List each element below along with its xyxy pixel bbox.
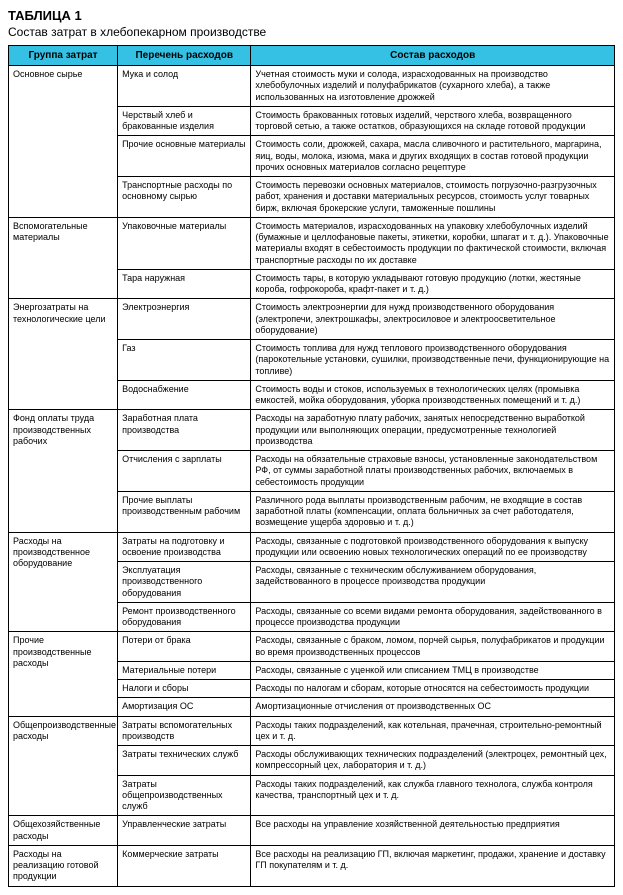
group-cell: Энергозатраты на технологические цели xyxy=(9,299,118,410)
header-comp: Состав расходов xyxy=(251,46,615,66)
table-row: Расходы на реализацию готовой продукцииК… xyxy=(9,845,615,886)
comp-cell: Учетная стоимость муки и солода, израсхо… xyxy=(251,66,615,107)
group-cell: Фонд оплаты труда производственных рабоч… xyxy=(9,410,118,532)
list-cell: Материальные потери xyxy=(118,661,251,679)
group-cell: Общехозяйственные расходы xyxy=(9,816,118,846)
table-row: Основное сырьеМука и солодУчетная стоимо… xyxy=(9,66,615,107)
list-cell: Упаковочные материалы xyxy=(118,217,251,269)
list-cell: Тара наружная xyxy=(118,269,251,299)
list-cell: Эксплуатация производственного оборудова… xyxy=(118,562,251,603)
comp-cell: Расходы, связанные с браком, ломом, порч… xyxy=(251,632,615,662)
list-cell: Прочие выплаты производственным рабочим xyxy=(118,491,251,532)
table-row: Общехозяйственные расходыУправленческие … xyxy=(9,816,615,846)
comp-cell: Стоимость бракованных готовых изделий, ч… xyxy=(251,106,615,136)
group-cell: Основное сырье xyxy=(9,66,118,218)
list-cell: Управленческие затраты xyxy=(118,816,251,846)
table-caption: Состав затрат в хлебопекарном производст… xyxy=(8,25,615,39)
table-header-row: Группа затрат Перечень расходов Состав р… xyxy=(9,46,615,66)
header-list: Перечень расходов xyxy=(118,46,251,66)
comp-cell: Стоимость воды и стоков, используемых в … xyxy=(251,380,615,410)
comp-cell: Различного рода выплаты производственным… xyxy=(251,491,615,532)
list-cell: Водоснабжение xyxy=(118,380,251,410)
comp-cell: Все расходы на реализацию ГП, включая ма… xyxy=(251,845,615,886)
table-row: Энергозатраты на технологические целиЭле… xyxy=(9,299,615,340)
table-row: Фонд оплаты труда производственных рабоч… xyxy=(9,410,615,451)
list-cell: Транспортные расходы по основному сырью xyxy=(118,177,251,218)
header-group: Группа затрат xyxy=(9,46,118,66)
group-cell: Общепроизводственные расходы xyxy=(9,716,118,816)
group-cell: Вспомогательные материалы xyxy=(9,217,118,299)
list-cell: Мука и солод xyxy=(118,66,251,107)
comp-cell: Расходы обслуживающих технических подраз… xyxy=(251,746,615,776)
table-row: Расходы на производственное оборудование… xyxy=(9,532,615,562)
comp-cell: Расходы, связанные с подготовкой произво… xyxy=(251,532,615,562)
comp-cell: Стоимость тары, в которую укладывают гот… xyxy=(251,269,615,299)
group-cell: Прочие производственные расходы xyxy=(9,632,118,716)
table-row: Прочие производственные расходыПотери от… xyxy=(9,632,615,662)
list-cell: Газ xyxy=(118,340,251,381)
list-cell: Черствый хлеб и бракованные изделия xyxy=(118,106,251,136)
comp-cell: Расходы, связанные с техническим обслужи… xyxy=(251,562,615,603)
comp-cell: Стоимость материалов, израсходованных на… xyxy=(251,217,615,269)
comp-cell: Стоимость соли, дрожжей, сахара, масла с… xyxy=(251,136,615,177)
group-cell: Расходы на реализацию готовой продукции xyxy=(9,845,118,886)
table-row: Вспомогательные материалыУпаковочные мат… xyxy=(9,217,615,269)
list-cell: Затраты общепроизводственных служб xyxy=(118,775,251,816)
table-row: Общепроизводственные расходыЗатраты вспо… xyxy=(9,716,615,746)
list-cell: Электроэнергия xyxy=(118,299,251,340)
comp-cell: Стоимость электроэнергии для нужд произв… xyxy=(251,299,615,340)
list-cell: Ремонт производственного оборудования xyxy=(118,602,251,632)
list-cell: Амортизация ОС xyxy=(118,698,251,716)
comp-cell: Расходы таких подразделений, как котельн… xyxy=(251,716,615,746)
comp-cell: Стоимость перевозки основных материалов,… xyxy=(251,177,615,218)
list-cell: Отчисления с зарплаты xyxy=(118,451,251,492)
comp-cell: Расходы, связанные со всеми видами ремон… xyxy=(251,602,615,632)
comp-cell: Расходы, связанные с уценкой или списани… xyxy=(251,661,615,679)
list-cell: Затраты технических служб xyxy=(118,746,251,776)
list-cell: Коммерческие затраты xyxy=(118,845,251,886)
comp-cell: Стоимость топлива для нужд теплового про… xyxy=(251,340,615,381)
comp-cell: Расходы на обязательные страховые взносы… xyxy=(251,451,615,492)
table-number: ТАБЛИЦА 1 xyxy=(8,8,615,23)
group-cell: Расходы на производственное оборудование xyxy=(9,532,118,632)
cost-table: Группа затрат Перечень расходов Состав р… xyxy=(8,45,615,887)
comp-cell: Амортизационные отчисления от производст… xyxy=(251,698,615,716)
list-cell: Прочие основные материалы xyxy=(118,136,251,177)
list-cell: Заработная плата производства xyxy=(118,410,251,451)
comp-cell: Все расходы на управление хозяйственной … xyxy=(251,816,615,846)
list-cell: Затраты вспомогательных производств xyxy=(118,716,251,746)
list-cell: Затраты на подготовку и освоение произво… xyxy=(118,532,251,562)
list-cell: Налоги и сборы xyxy=(118,680,251,698)
list-cell: Потери от брака xyxy=(118,632,251,662)
comp-cell: Расходы таких подразделений, как служба … xyxy=(251,775,615,816)
comp-cell: Расходы по налогам и сборам, которые отн… xyxy=(251,680,615,698)
comp-cell: Расходы на заработную плату рабочих, зан… xyxy=(251,410,615,451)
